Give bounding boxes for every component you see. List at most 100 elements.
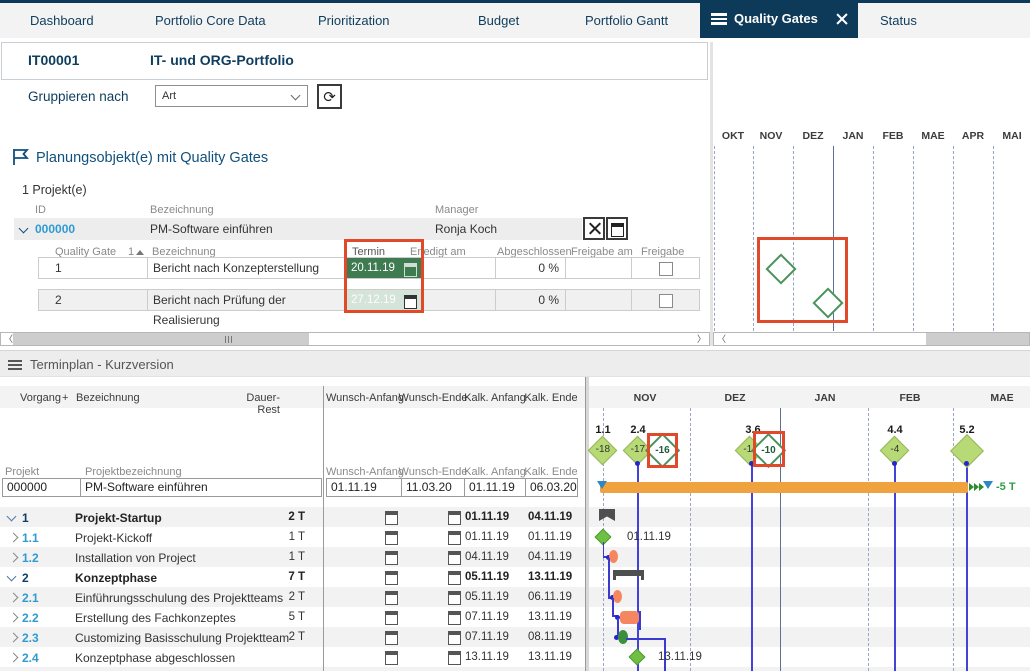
task-bar-done[interactable] — [618, 630, 628, 644]
row-stripe — [0, 587, 1030, 607]
calendar-icon[interactable] — [385, 531, 398, 545]
nav-prioritization[interactable]: Prioritization — [318, 13, 390, 28]
task-row[interactable]: 2.4 Konzeptphase abgeschlossen 13.11.19 … — [0, 647, 585, 667]
freigabe-checkbox[interactable] — [658, 262, 673, 276]
task-end: 13.11.19 — [528, 611, 572, 623]
menu-icon[interactable] — [8, 360, 22, 370]
refresh-button[interactable]: ⟳ — [317, 84, 342, 109]
expand-icon[interactable] — [8, 652, 19, 663]
project-id-link[interactable]: 000000 — [35, 222, 76, 236]
col-freigabe-am[interactable]: Freigabe am — [571, 246, 633, 258]
task-row[interactable]: 2 Konzeptphase 7 T 05.11.19 13.11.19 — [0, 567, 585, 587]
calendar-icon[interactable] — [448, 611, 461, 625]
col-quality-gate[interactable]: Quality Gate — [55, 246, 117, 258]
calendar-icon[interactable] — [448, 591, 461, 605]
calendar-icon[interactable] — [385, 631, 398, 645]
task-end: 13.11.19 — [528, 571, 573, 583]
quality-gate-diamond[interactable]: -16 — [644, 432, 681, 469]
gridline — [868, 408, 869, 671]
quality-gate-1-diamond[interactable] — [765, 253, 797, 285]
menu-icon[interactable] — [711, 13, 727, 25]
calendar-button[interactable] — [606, 217, 628, 240]
nav-budget[interactable]: Budget — [478, 13, 520, 28]
gate-row-2[interactable]: 2 Bericht nach Prüfung der Realisierung … — [0, 289, 700, 327]
expand-icon[interactable] — [8, 592, 19, 603]
project-name-cell[interactable]: PM-Software einführen — [80, 478, 322, 497]
calendar-icon[interactable] — [448, 651, 461, 665]
sort-indicator[interactable]: 1 — [128, 246, 145, 258]
collapse-icon[interactable] — [6, 571, 17, 582]
task-row[interactable]: 2.2 Erstellung des Fachkonzeptes 5 T 07.… — [0, 607, 585, 627]
calendar-icon[interactable] — [448, 631, 461, 645]
project-gantt-bar[interactable] — [600, 482, 968, 493]
expand-icon[interactable] — [8, 632, 19, 643]
quality-gate-2-diamond[interactable] — [812, 287, 844, 319]
task-bar-small[interactable] — [609, 550, 618, 563]
calendar-icon[interactable] — [448, 551, 461, 565]
task-row[interactable]: 1.2 Installation von Project 1 T 04.11.1… — [0, 547, 585, 567]
col-wunsch-ende[interactable]: Wunsch-Ende — [398, 392, 468, 404]
calendar-icon[interactable] — [448, 511, 461, 525]
col-dauer-rest[interactable]: Dauer-Rest — [246, 392, 280, 416]
collapse-icon[interactable] — [6, 511, 17, 522]
col-kalk-ende[interactable]: Kalk. Ende — [524, 392, 578, 404]
project-ka-cell[interactable]: 01.11.19 — [464, 478, 526, 497]
row-stripe — [0, 507, 1030, 527]
col-wunsch-anfang[interactable]: Wunsch-Anfang — [325, 392, 405, 404]
project-row[interactable] — [14, 218, 582, 240]
task-wbs: 2.1 — [22, 591, 39, 605]
col-kalk-anfang[interactable]: Kalk. Anfang — [464, 392, 526, 404]
task-duration: 2 T — [288, 591, 305, 603]
calendar-icon[interactable] — [385, 511, 398, 525]
calendar-icon[interactable] — [385, 551, 398, 565]
project-manager: Ronja Koch — [435, 222, 498, 236]
nav-dashboard[interactable]: Dashboard — [30, 13, 94, 28]
gate-row-1[interactable]: 1 Bericht nach Konzepterstellung 20.11.1… — [0, 257, 700, 279]
task-row[interactable]: 1.1 Projekt-Kickoff 1 T 01.11.19 01.11.1… — [0, 527, 585, 547]
close-tab-icon[interactable] — [836, 13, 848, 25]
top-left-hscrollbar[interactable]: 〈 〉 — [0, 332, 710, 346]
nav-portfolio-gantt[interactable]: Portfolio Gantt — [585, 13, 669, 28]
task-row[interactable]: 2.1 Einführungsschulung des Projektteams… — [0, 587, 585, 607]
milestone-diamond[interactable]: -18 — [587, 435, 618, 466]
connector-bracket — [639, 611, 641, 630]
task-milestone-diamond[interactable] — [628, 648, 646, 666]
nav-portfolio-core-data[interactable]: Portfolio Core Data — [155, 13, 266, 28]
project-ke-cell[interactable]: 06.03.20 — [525, 478, 578, 497]
calendar-icon[interactable] — [385, 611, 398, 625]
tab-quality-gates[interactable]: Quality Gates — [700, 0, 858, 38]
calendar-icon[interactable] — [385, 571, 398, 585]
calendar-icon[interactable] — [448, 571, 461, 585]
expand-icon[interactable] — [8, 552, 19, 563]
task-bar[interactable] — [620, 611, 639, 624]
project-we-cell[interactable]: 11.03.20 — [401, 478, 465, 497]
project-id-cell[interactable]: 000000 — [2, 478, 81, 497]
top-right-hscrollbar[interactable]: 〈 — [713, 332, 1030, 346]
col-abgeschlossen[interactable]: Abgeschlossen — [497, 246, 572, 258]
col-task-bezeichnung[interactable]: Bezeichnung — [76, 392, 140, 404]
expand-icon[interactable] — [8, 532, 19, 543]
calendar-icon[interactable] — [385, 651, 398, 665]
task-row[interactable]: 2.3 Customizing Basisschulung Projekttea… — [0, 627, 585, 647]
project-name: PM-Software einführen — [150, 222, 273, 236]
task-row[interactable]: 1 Projekt-Startup 2 T 01.11.19 04.11.19 — [0, 507, 585, 527]
col-vorgang[interactable]: Vorgang — [20, 392, 61, 404]
panel-divider[interactable] — [710, 42, 713, 346]
mini-month: FEB — [882, 130, 904, 142]
expand-icon[interactable] — [8, 612, 19, 623]
calendar-icon[interactable] — [448, 531, 461, 545]
freigabe-checkbox[interactable] — [658, 294, 673, 308]
gantt-divider[interactable] — [585, 377, 589, 671]
nav-status[interactable]: Status — [880, 13, 917, 28]
col-freigabe[interactable]: Freigabe — [641, 246, 685, 258]
delete-button[interactable] — [583, 217, 605, 240]
add-column-button[interactable]: + — [62, 392, 69, 404]
group-by-select[interactable]: Art — [155, 85, 308, 107]
task-bar-small[interactable] — [613, 590, 622, 603]
col-termin[interactable]: Termin — [352, 246, 386, 258]
gate-termin-cell[interactable]: 27.12.19 — [345, 289, 422, 311]
gate-termin-cell[interactable]: 20.11.19 — [345, 257, 422, 279]
col-gate-bezeichnung[interactable]: Bezeichnung — [152, 246, 216, 258]
project-wa-cell[interactable]: 01.11.19 — [326, 478, 402, 497]
calendar-icon[interactable] — [385, 591, 398, 605]
